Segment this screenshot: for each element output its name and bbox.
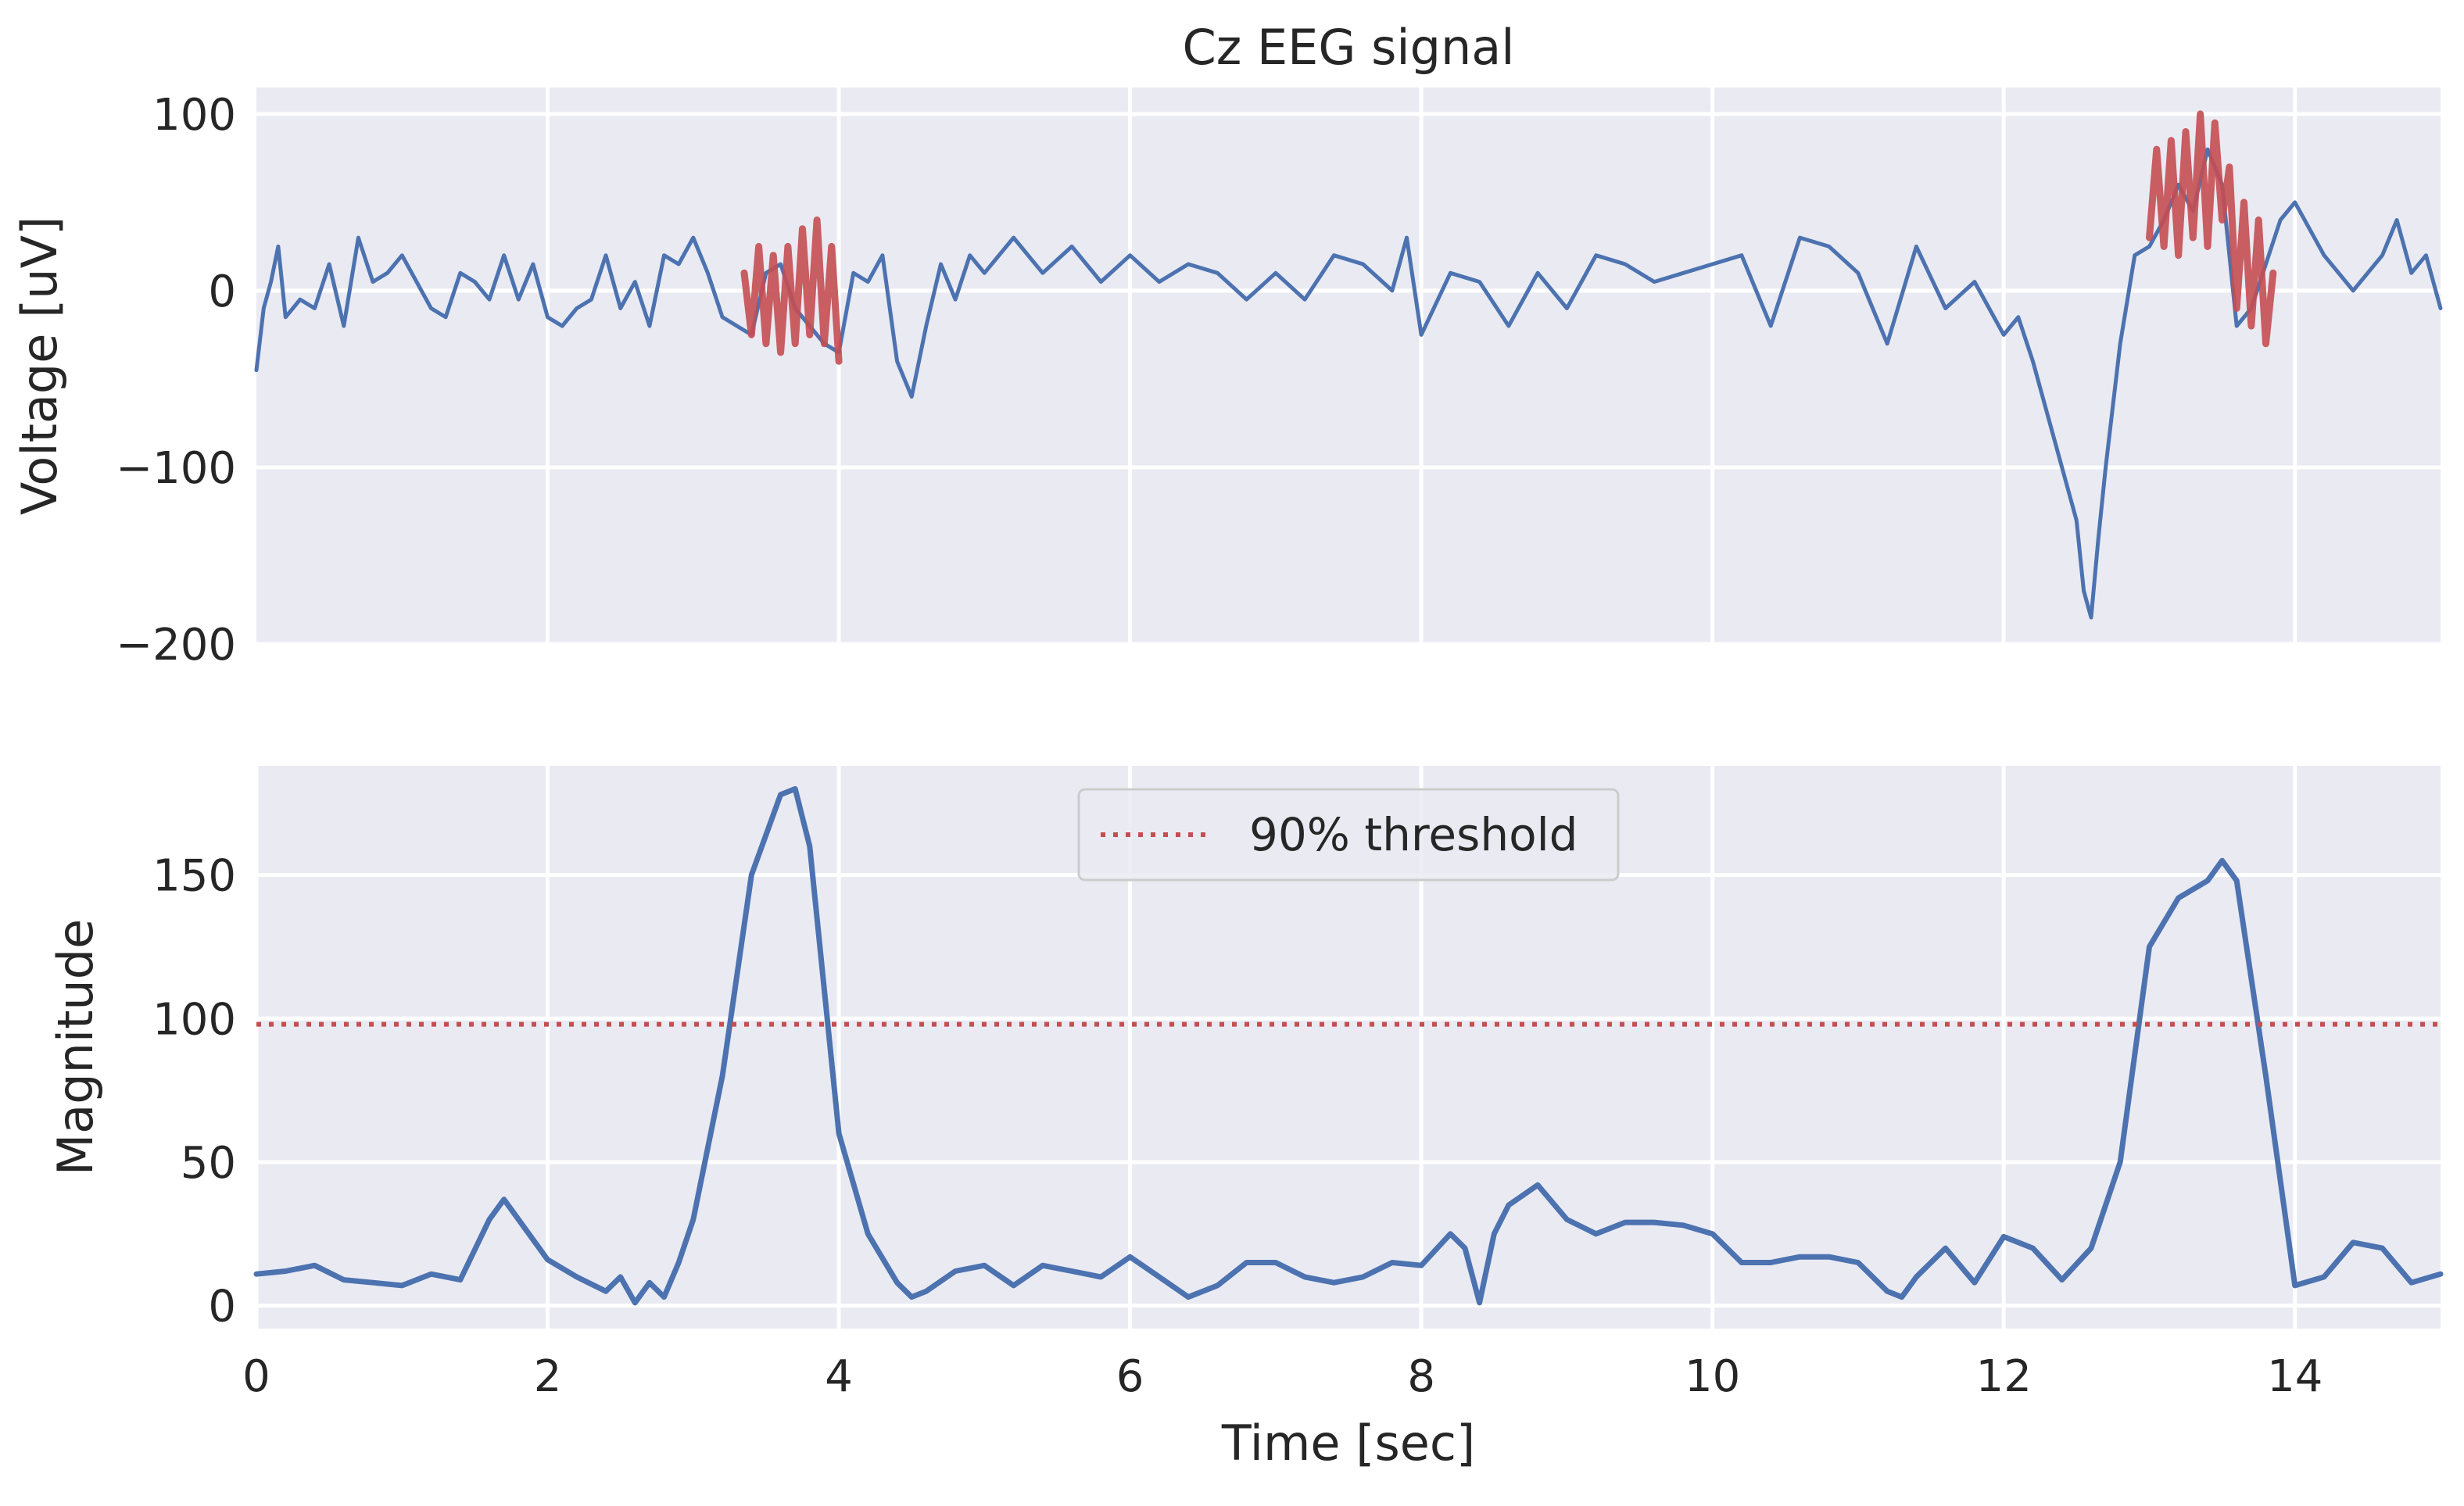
magnitude-y-axis-label: Magnitude xyxy=(47,919,104,1175)
eeg-signal-panel: 100 0 −100 −200 Cz EEG signal Voltage [uV] xyxy=(11,19,2443,671)
eeg-series xyxy=(254,110,2443,620)
eeg-y-tick-label: −200 xyxy=(116,620,236,671)
legend: 90% threshold xyxy=(1077,788,1620,882)
x-tick-label: 10 xyxy=(1685,1351,1740,1402)
eeg-y-tick-labels: 100 0 −100 −200 xyxy=(116,90,236,671)
eeg-y-tick-label: 0 xyxy=(208,267,236,317)
x-tick-label: 12 xyxy=(1976,1351,2032,1402)
x-tick-label: 2 xyxy=(534,1351,562,1402)
magnitude-y-tick-label: 0 xyxy=(208,1282,236,1333)
eeg-plot-background xyxy=(256,88,2441,644)
x-tick-label: 0 xyxy=(242,1351,270,1402)
magnitude-y-tick-labels: 0 50 100 150 xyxy=(152,851,236,1333)
magnitude-x-tick-labels: 0 2 4 6 8 10 12 14 xyxy=(242,1351,2323,1402)
magnitude-y-tick-label: 100 xyxy=(152,994,236,1045)
eeg-highlight-segment-2 xyxy=(2146,110,2277,348)
eeg-gridlines xyxy=(256,88,2441,646)
x-tick-label: 4 xyxy=(825,1351,853,1402)
magnitude-panel: 0 50 100 150 0 2 4 6 8 10 12 14 Magnitude Time [se… xyxy=(47,766,2444,1472)
eeg-y-tick-label: −100 xyxy=(116,443,236,494)
x-tick-label: 6 xyxy=(1116,1351,1144,1402)
magnitude-series xyxy=(253,785,2444,1306)
eeg-signal-line xyxy=(254,147,2443,620)
magnitude-line xyxy=(253,785,2444,1306)
magnitude-y-tick-label: 50 xyxy=(181,1138,236,1189)
eeg-y-axis-label: Voltage [uV] xyxy=(11,216,68,515)
eeg-y-tick-label: 100 xyxy=(152,90,236,141)
legend-box xyxy=(1077,788,1620,882)
eeg-highlight-segment-1 xyxy=(740,216,843,365)
x-axis-label: Time [sec] xyxy=(1221,1415,1475,1472)
eeg-chart-title: Cz EEG signal xyxy=(1182,19,1514,76)
magnitude-y-tick-label: 150 xyxy=(152,851,236,902)
x-tick-label: 8 xyxy=(1407,1351,1435,1402)
legend-label-threshold: 90% threshold xyxy=(1249,808,1578,861)
x-tick-label: 14 xyxy=(2267,1351,2323,1402)
